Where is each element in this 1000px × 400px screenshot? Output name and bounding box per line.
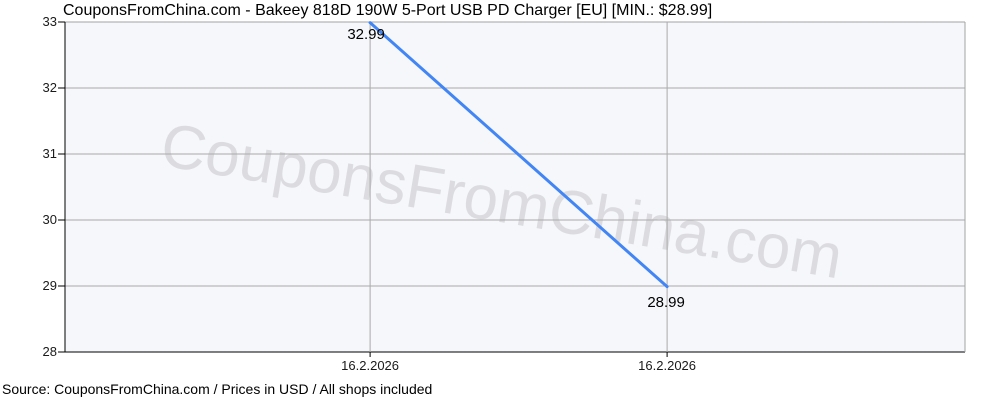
source-note: Source: CouponsFromChina.com / Prices in… xyxy=(2,381,433,397)
y-tick-label: 33 xyxy=(42,14,57,29)
plot-background xyxy=(65,22,965,352)
y-tick-label: 31 xyxy=(42,146,57,161)
y-tick-label: 29 xyxy=(42,278,57,293)
y-tick-label: 28 xyxy=(42,344,57,359)
data-point-label: 32.99 xyxy=(347,25,385,43)
chart-title: CouponsFromChina.com - Bakeey 818D 190W … xyxy=(63,2,713,19)
x-tick-label: 16.2.2026 xyxy=(638,358,697,373)
x-tick-label: 16.2.2026 xyxy=(341,358,400,373)
y-tick-label: 32 xyxy=(42,80,57,95)
y-tick-label: 30 xyxy=(42,212,57,227)
data-point-label: 28.99 xyxy=(647,293,685,311)
price-line-series xyxy=(368,21,669,289)
